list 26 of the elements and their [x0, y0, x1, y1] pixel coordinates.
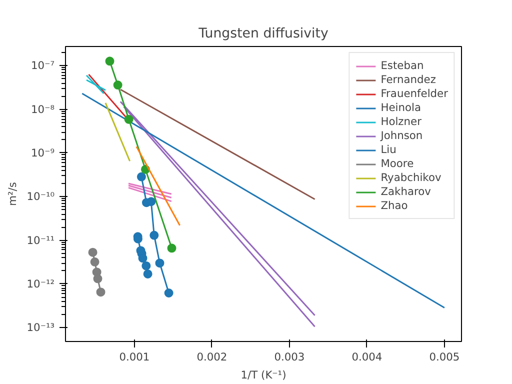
legend-label: Frauenfelder — [380, 87, 448, 100]
legend-label: Fernandez — [380, 73, 436, 86]
x-tick-label: 0.003 — [274, 350, 305, 364]
x-tick-label: 0.001 — [119, 350, 150, 364]
legend-label: Zakharov — [380, 185, 431, 198]
y-tick-label: 10⁻¹³ — [26, 321, 55, 334]
y-tick-label: 10⁻¹¹ — [26, 234, 55, 247]
y-tick-label: 10⁻¹² — [26, 277, 55, 290]
y-tick-label: 10⁻⁹ — [31, 146, 55, 160]
y-tick-label: 10⁻⁷ — [31, 59, 55, 72]
y-tick-label: 10⁻⁸ — [31, 102, 55, 116]
x-tick-label: 0.005 — [429, 350, 460, 364]
x-tick-label: 0.002 — [196, 350, 228, 364]
legend-label: Holzner — [380, 115, 422, 128]
legend-label: Johnson — [380, 129, 423, 142]
legend-label: Zhao — [380, 199, 408, 212]
y-axis-title: m²/s — [6, 182, 19, 206]
legend-label: Ryabchikov — [380, 171, 442, 184]
chart-title: Tungsten diffusivity — [198, 26, 328, 42]
legend-label: Moore — [380, 157, 414, 170]
y-tick-label: 10⁻¹⁰ — [26, 190, 55, 204]
legend-label: Heinola — [380, 101, 421, 114]
legend-label: Liu — [380, 143, 398, 156]
legend-label: Esteban — [380, 59, 424, 72]
x-axis-title: 1/T (K⁻¹) — [240, 368, 286, 382]
x-tick-label: 0.004 — [352, 350, 382, 364]
